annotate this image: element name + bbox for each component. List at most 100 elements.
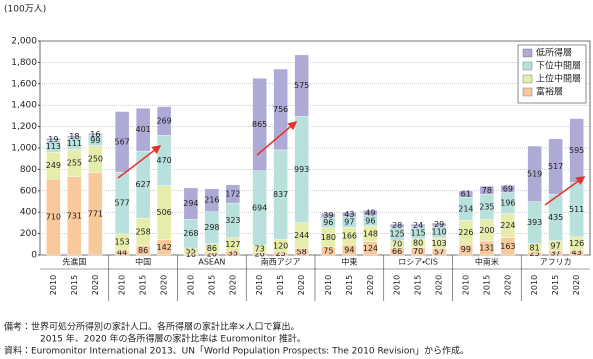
value-label: 69	[503, 184, 513, 193]
y-tick-label: 1,400	[11, 101, 37, 111]
bar-segment	[410, 223, 426, 227]
x-tick-label: 2015	[482, 275, 491, 295]
value-label: 517	[548, 162, 563, 171]
value-label: 115	[410, 228, 425, 237]
x-tick-label: 2010	[186, 275, 195, 295]
value-label: 258	[135, 227, 150, 236]
x-tick-label: 2010	[324, 275, 333, 295]
value-label: 126	[569, 239, 584, 248]
value-label: 710	[46, 213, 61, 222]
value-label: 49	[365, 209, 375, 218]
value-label: 86	[207, 244, 217, 253]
value-label: 24	[413, 221, 423, 230]
value-label: 511	[569, 205, 584, 214]
value-label: 61	[461, 190, 471, 199]
value-label: 37	[551, 249, 561, 258]
group-label: ロシア・CIS	[398, 258, 438, 267]
bar-segment	[294, 54, 309, 117]
value-label: 249	[46, 161, 61, 170]
value-label: 75	[323, 246, 333, 255]
value-label: 103	[431, 239, 446, 248]
x-tick-label: 2020	[297, 275, 306, 295]
x-tick-label: 2010	[530, 275, 539, 295]
x-tick-label: 2015	[70, 275, 79, 295]
value-label: 837	[273, 190, 288, 199]
value-label: 35	[228, 249, 238, 258]
value-label: 99	[90, 136, 100, 145]
trend-arrow	[544, 176, 586, 206]
value-label: 66	[392, 247, 402, 256]
value-label: 110	[431, 227, 446, 236]
value-label: 153	[114, 238, 129, 247]
value-label: 57	[434, 247, 444, 256]
y-tick-label: 1,600	[11, 79, 37, 89]
bar-segment	[204, 188, 220, 212]
value-label: 29	[434, 220, 444, 229]
value-label: 577	[114, 199, 129, 208]
legend-swatch	[522, 74, 533, 84]
value-label: 401	[135, 125, 150, 134]
x-tick-label: 2015	[276, 275, 285, 295]
value-label: 250	[88, 155, 103, 164]
note: 資料：Euromonitor International 2013、UN「Wor…	[4, 345, 469, 357]
legend-label: 下位中間層	[536, 60, 581, 72]
bar-segment	[458, 190, 474, 198]
value-label: 435	[548, 213, 563, 222]
value-label: 43	[572, 248, 582, 257]
group-label: 中国	[135, 257, 151, 267]
bar-segment	[321, 213, 336, 218]
value-label: 268	[183, 229, 198, 238]
value-label: 200	[479, 226, 494, 235]
y-tick-label: 1,000	[11, 144, 37, 154]
value-label: 196	[500, 199, 515, 208]
legend-swatch	[522, 48, 533, 58]
value-label: 567	[114, 137, 129, 146]
x-tick-label: 2015	[345, 275, 354, 295]
value-label: 627	[135, 180, 150, 189]
bar-segment	[88, 133, 103, 136]
value-label: 96	[365, 216, 375, 225]
value-label: 756	[273, 105, 288, 114]
x-tick-label: 2020	[160, 275, 169, 295]
x-tick-label: 2020	[228, 275, 237, 295]
value-label: 323	[225, 216, 240, 225]
value-label: 96	[323, 218, 333, 227]
value-label: 55	[186, 246, 196, 255]
value-label: 124	[363, 244, 378, 253]
value-label: 180	[321, 233, 336, 242]
bar-segment	[46, 138, 61, 141]
bar-segment	[156, 106, 172, 136]
bar-segment	[500, 185, 516, 193]
value-label: 125	[389, 229, 404, 238]
y-tick-label: 400	[20, 208, 37, 218]
legend-label: 富裕層	[536, 86, 563, 98]
value-label: 73	[255, 244, 265, 253]
value-label: 131	[479, 243, 494, 252]
value-label: 244	[294, 231, 309, 240]
value-label: 506	[156, 208, 171, 217]
bar-segment	[431, 222, 447, 227]
x-tick-label: 2020	[91, 275, 100, 295]
note: 備考：世界可処分所得別の家計人口。各所得層の家計比率×人口で算出。	[4, 321, 300, 333]
x-tick-label: 2010	[393, 275, 402, 295]
x-tick-label: 2020	[503, 275, 512, 295]
x-tick-label: 2015	[139, 275, 148, 295]
value-label: 20	[255, 249, 265, 258]
value-label: 81	[530, 243, 540, 252]
note: 2015 年、2020 年の各所得層の家計比率は Euromonitor 推計。	[40, 333, 306, 345]
value-label: 16	[90, 130, 100, 139]
bar-segment	[273, 68, 288, 151]
value-label: 519	[527, 169, 542, 178]
value-label: 94	[344, 245, 354, 254]
value-label: 120	[273, 241, 288, 250]
value-label: 142	[156, 243, 171, 252]
group-label: 中南米	[475, 257, 499, 267]
bar-segment	[114, 111, 130, 173]
value-label: 70	[413, 247, 423, 256]
bar-segment	[225, 184, 241, 204]
y-unit: (100万人)	[4, 5, 46, 15]
value-label: 86	[138, 246, 148, 255]
trend-arrows	[117, 121, 586, 206]
value-label: 20	[207, 249, 217, 258]
